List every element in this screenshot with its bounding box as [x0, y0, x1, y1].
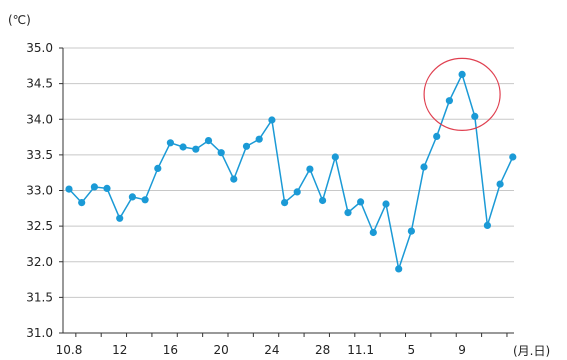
data-point — [116, 214, 124, 222]
y-tick-label: 33.5 — [26, 148, 53, 162]
data-point — [319, 196, 327, 205]
data-point — [78, 199, 86, 207]
data-point — [357, 198, 365, 206]
data-point — [407, 227, 415, 235]
data-point — [509, 153, 517, 161]
x-tick-label: 20 — [214, 343, 229, 357]
data-point — [306, 165, 314, 173]
data-point — [65, 185, 73, 193]
x-tick-label: 28 — [315, 343, 330, 357]
y-tick-label: 31.5 — [26, 290, 53, 304]
data-point — [445, 97, 453, 105]
data-point — [128, 193, 136, 201]
data-point — [154, 164, 162, 172]
y-axis-ticks: 35.0 34.5 34.0 33.5 33.0 32.5 32.0 31.5 31.0 — [26, 41, 63, 340]
data-point — [293, 188, 301, 196]
data-point — [204, 137, 213, 145]
data-points — [65, 70, 517, 273]
y-tick-label: 34.5 — [26, 77, 53, 91]
data-point — [90, 183, 98, 191]
x-tick-label: 12 — [112, 343, 127, 357]
data-point — [255, 135, 263, 143]
data-point — [268, 116, 276, 124]
x-tick-label: 5 — [408, 343, 416, 357]
data-point — [471, 112, 479, 120]
data-point — [433, 132, 441, 140]
y-tick-label: 32.5 — [26, 219, 53, 233]
data-point — [331, 153, 339, 161]
data-point — [192, 145, 200, 153]
x-tick-label: 16 — [163, 343, 178, 357]
data-point — [281, 199, 289, 207]
series-line — [68, 72, 514, 272]
data-point — [382, 200, 390, 208]
data-point — [369, 228, 377, 237]
data-point — [395, 265, 403, 273]
data-point — [230, 175, 238, 183]
grid-lines — [63, 47, 514, 298]
data-point — [458, 70, 466, 78]
x-tick-label: 10.8 — [56, 343, 83, 357]
data-point — [483, 221, 491, 229]
data-point — [179, 143, 187, 151]
data-point — [217, 149, 225, 157]
y-tick-label: 31.0 — [26, 326, 53, 340]
y-tick-label: 34.0 — [26, 112, 53, 126]
y-axis-unit: (℃) — [8, 13, 31, 27]
data-point — [141, 196, 149, 204]
data-point — [103, 184, 111, 192]
highlight-circle — [423, 57, 501, 132]
x-axis-unit: (月.日) — [513, 344, 550, 358]
x-tick-label: 11.1 — [347, 343, 374, 357]
y-tick-label: 35.0 — [26, 41, 53, 55]
data-point — [420, 163, 428, 171]
data-point — [344, 209, 352, 217]
y-tick-label: 33.0 — [26, 184, 53, 198]
data-point — [166, 139, 174, 147]
x-axis-ticks: 10.8 12 16 20 24 28 11.1 5 9 — [56, 333, 508, 357]
x-tick-label: 24 — [264, 343, 279, 357]
x-tick-label: 9 — [458, 343, 466, 357]
data-point — [496, 180, 504, 188]
data-point — [242, 142, 251, 150]
y-tick-label: 32.0 — [26, 255, 53, 269]
